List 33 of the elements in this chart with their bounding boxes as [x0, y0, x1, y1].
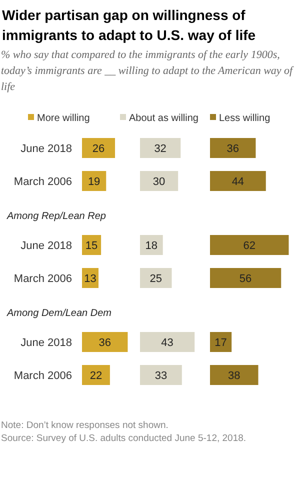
- data-label: 36: [226, 143, 239, 155]
- data-label: 26: [92, 143, 105, 155]
- data-label: 17: [214, 337, 227, 349]
- data-label: 33: [154, 370, 168, 382]
- y-tick-label: March 2006: [14, 176, 72, 188]
- y-tick-label: June 2018: [20, 337, 72, 349]
- data-label: 18: [145, 240, 158, 252]
- data-label: 38: [228, 370, 240, 382]
- data-label: 36: [98, 337, 111, 349]
- data-label: 25: [150, 273, 162, 285]
- y-tick-label: June 2018: [20, 240, 72, 252]
- legend-label: More willing: [37, 113, 90, 124]
- text: % who say that compared to the immigrants of the early 1900s, today’s immigrants are __ willing to adapt to the American way of life: [1, 49, 295, 93]
- chart-title: Among Dem/Lean Dem: [6, 308, 112, 319]
- data-label: 22: [90, 370, 102, 382]
- data-label: 15: [85, 240, 98, 252]
- data-label: 62: [243, 240, 256, 252]
- legend-label: Less willing: [219, 113, 270, 124]
- chart-title: Wider partisan gap on willingness of immigrants to adapt to U.S. way of life: [2, 7, 256, 43]
- data-label: 56: [239, 273, 252, 285]
- data-label: 44: [232, 176, 244, 188]
- data-label: 43: [161, 337, 174, 349]
- legend-label: About as willing: [129, 113, 198, 124]
- y-tick-label: March 2006: [14, 273, 72, 285]
- source-note: Source: Survey of U.S. adults conducted June 5-12, 2018.: [1, 433, 246, 444]
- text: Note: Don’t know responses not shown.: [1, 420, 168, 431]
- data-label: 32: [154, 143, 166, 155]
- data-label: 13: [84, 273, 96, 285]
- chart-title: Among Rep/Lean Rep: [6, 211, 106, 222]
- data-label: 30: [152, 176, 166, 188]
- y-tick-label: June 2018: [20, 143, 72, 155]
- data-label: 19: [88, 176, 100, 188]
- y-tick-label: March 2006: [14, 370, 72, 382]
